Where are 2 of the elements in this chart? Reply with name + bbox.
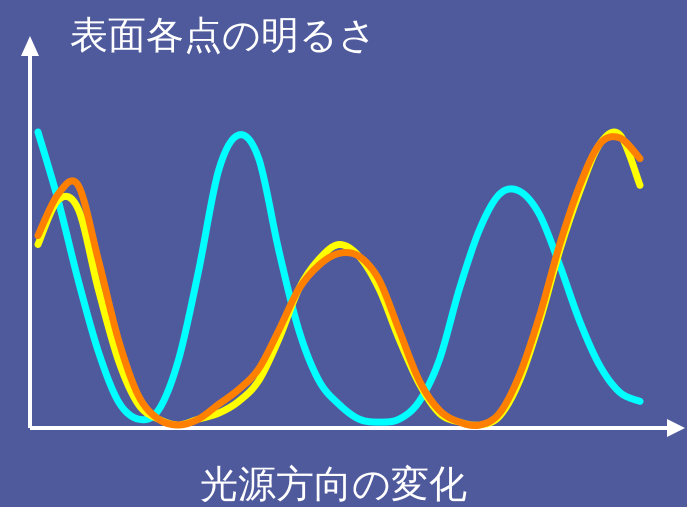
x-axis-title: 光源方向の変化 [200, 462, 467, 506]
chart-title: 表面各点の明るさ [70, 13, 377, 57]
